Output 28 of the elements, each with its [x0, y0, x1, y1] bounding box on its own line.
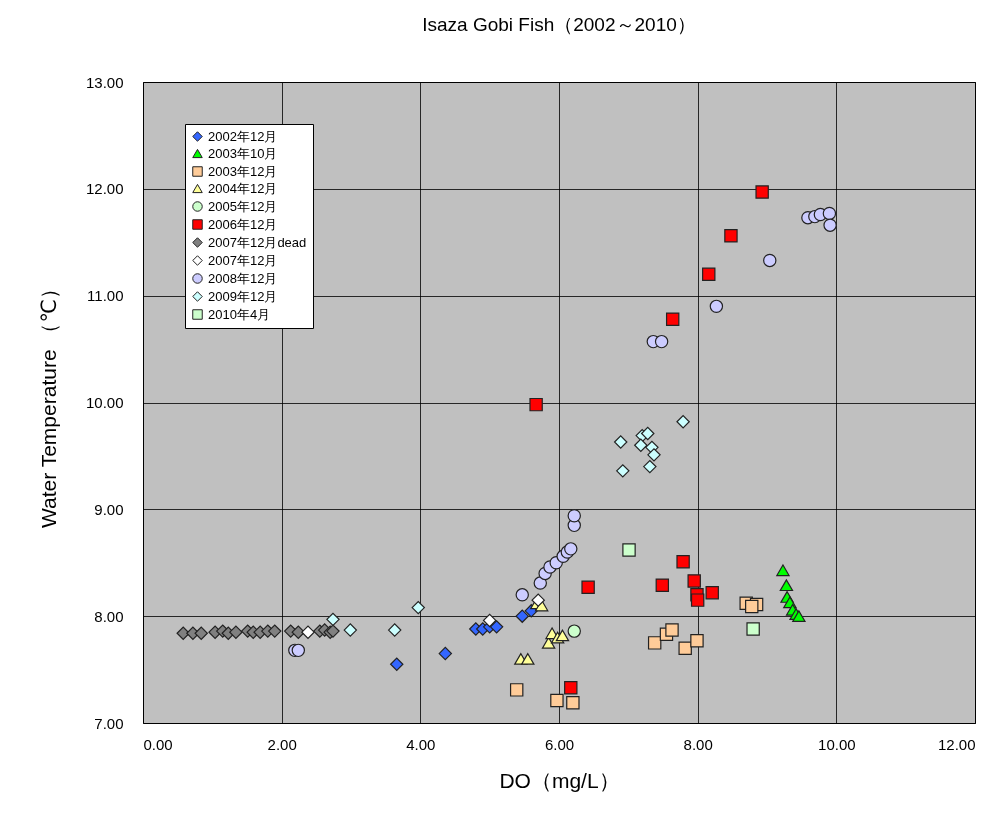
x-tick-label: 8.00 — [683, 735, 713, 753]
y-tick-label: 12.00 — [85, 180, 124, 198]
x-axis-title: DO（mg/L） — [499, 768, 620, 792]
legend-label: 2004年12月 — [208, 180, 278, 196]
y-tick-label: 8.00 — [94, 607, 124, 625]
x-tick-label: 10.00 — [818, 735, 856, 753]
legend-label: 2008年12月 — [208, 270, 278, 286]
chart-title: Isaza Gobi Fish（2002～2010） — [422, 14, 696, 35]
legend-label: 2003年12月 — [208, 163, 278, 179]
y-tick-label: 10.00 — [85, 394, 124, 411]
legend-label: 2009年12月 — [208, 288, 278, 304]
x-tick-label: 0.00 — [143, 735, 173, 753]
legend-label: 2007年12月dead — [208, 234, 307, 250]
y-tick-label: 7.00 — [94, 714, 124, 732]
x-tick-label: 6.00 — [544, 735, 575, 753]
x-tick-label: 12.00 — [937, 735, 976, 753]
legend-label: 2007年12月 — [208, 252, 278, 268]
y-tick-label: 9.00 — [94, 500, 124, 518]
legend-label: 2010年4月 — [208, 306, 271, 322]
legend-label: 2003年10月 — [208, 145, 278, 161]
y-axis-title: Water Temperature （℃） — [36, 278, 60, 528]
legend-label: 2002年12月 — [208, 128, 278, 144]
y-tick-label: 11.00 — [87, 287, 124, 305]
x-tick-label: 2.00 — [267, 735, 297, 753]
y-tick-label: 13.00 — [85, 73, 124, 91]
legend-label: 2006年12月 — [208, 216, 278, 232]
legend-label: 2005年12月 — [208, 198, 278, 214]
x-tick-label: 4.00 — [406, 735, 436, 753]
